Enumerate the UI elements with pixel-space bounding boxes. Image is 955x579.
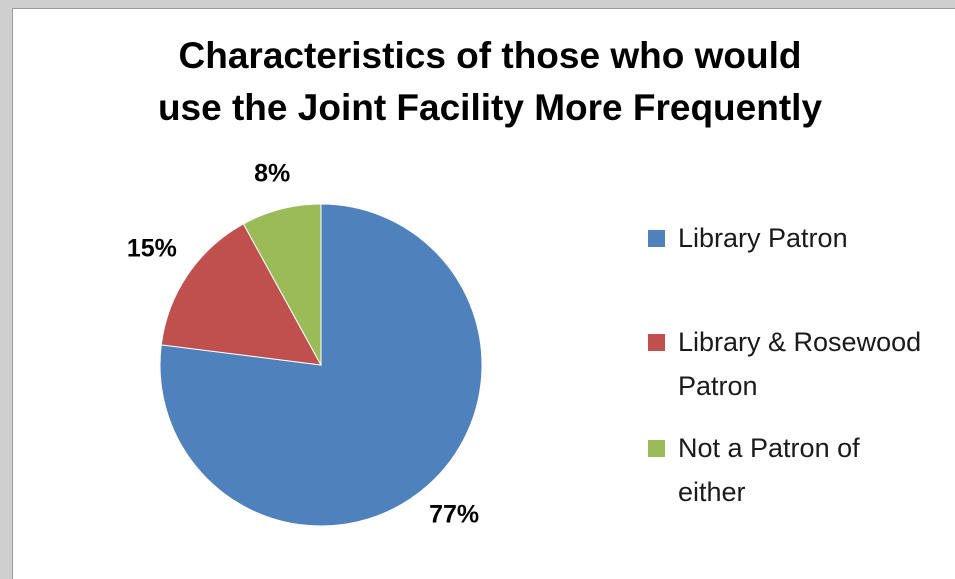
legend-label-library-rosewood-patron: Library & Rosewood Patron [678, 327, 922, 401]
label-not-a-patron: 8% [254, 159, 290, 187]
legend-label-library-patron: Library Patron [678, 223, 848, 253]
legend-item-not-a-patron: Not a Patron of either [648, 426, 948, 514]
legend-swatch-library-rosewood-patron [648, 334, 665, 351]
legend: Library Patron Library & Rosewood Patron… [648, 216, 948, 528]
chart-area [12, 8, 955, 579]
label-library-patron: 77% [429, 501, 479, 529]
slice-library-rosewood-patron [160, 223, 322, 366]
legend-item-library-rosewood-patron: Library & Rosewood Patron [648, 320, 955, 408]
legend-swatch-not-a-patron [648, 440, 665, 457]
legend-item-library-patron: Library Patron [648, 216, 948, 260]
chart-title: Characteristics of those who would use t… [157, 35, 823, 128]
slice-not-a-patron [242, 203, 322, 366]
legend-swatch-library-patron [648, 230, 665, 247]
label-library-rosewood-patron: 15% [127, 235, 177, 263]
legend-label-not-a-patron: Not a Patron of either [678, 433, 860, 507]
